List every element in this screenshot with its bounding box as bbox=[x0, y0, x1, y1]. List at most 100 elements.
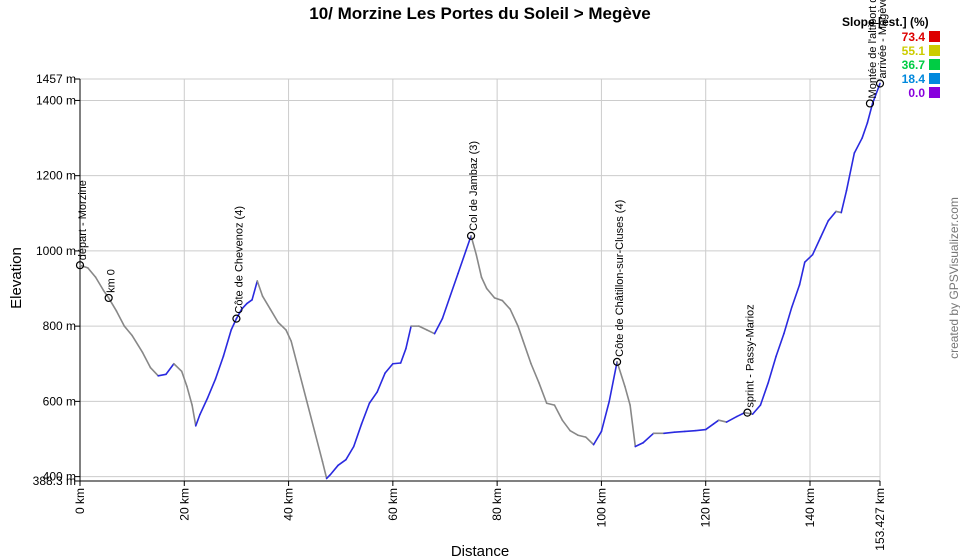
profile-segment bbox=[798, 261, 806, 286]
legend-swatch bbox=[929, 59, 940, 70]
profile-segment bbox=[783, 306, 793, 335]
profile-segment bbox=[261, 295, 272, 311]
profile-segment bbox=[811, 236, 822, 256]
waypoint-label: sprint - Passy-Marioz bbox=[744, 304, 756, 407]
profile-segment bbox=[405, 325, 412, 350]
profile-segment bbox=[94, 276, 105, 292]
profile-segment bbox=[584, 436, 595, 446]
profile-segment bbox=[165, 362, 175, 376]
profile-segment bbox=[131, 334, 144, 354]
profile-segment bbox=[141, 351, 152, 369]
profile-segment bbox=[115, 310, 126, 327]
profile-segment bbox=[329, 464, 339, 476]
profile-segment bbox=[717, 419, 728, 423]
profile-segment bbox=[298, 370, 308, 403]
profile-segment bbox=[775, 332, 785, 358]
profile-segment bbox=[337, 458, 347, 467]
waypoint-marker bbox=[865, 99, 875, 108]
profile-segment bbox=[79, 264, 89, 269]
plot-border bbox=[79, 78, 881, 482]
x-tick-label: 60 km bbox=[386, 488, 400, 521]
profile-segment bbox=[553, 404, 564, 421]
profile-segment bbox=[457, 250, 467, 275]
chart-title: 10/ Morzine Les Portes du Soleil > Megèv… bbox=[309, 4, 651, 23]
profile-segment bbox=[180, 370, 188, 388]
legend-swatch bbox=[929, 73, 940, 84]
profile-segment bbox=[790, 283, 801, 309]
profile-segment bbox=[157, 373, 167, 377]
waypoint-marker bbox=[875, 79, 885, 88]
profile-segment bbox=[230, 317, 238, 331]
profile-segment bbox=[123, 325, 133, 337]
legend-value: 18.4 bbox=[902, 72, 926, 86]
profile-segment bbox=[744, 411, 754, 415]
profile-segment bbox=[616, 361, 626, 388]
legend-value: 73.4 bbox=[902, 30, 926, 44]
profile-segment bbox=[214, 355, 225, 380]
y-tick-label: 800 m bbox=[43, 319, 76, 333]
profile-segment bbox=[149, 366, 160, 377]
profile-segment bbox=[368, 391, 379, 405]
waypoint-marker bbox=[232, 314, 241, 323]
legend-swatch bbox=[929, 31, 940, 42]
profile-segment bbox=[684, 429, 697, 433]
profile-segment bbox=[629, 404, 637, 448]
profile-segment bbox=[569, 429, 579, 437]
profile-segment bbox=[191, 404, 197, 427]
x-axis-tick-labels: 0 km 20 km 40 km 60 km 80 km 100 km 120 km 140 … bbox=[73, 488, 887, 551]
profile-segment bbox=[235, 308, 243, 320]
profile-segment bbox=[530, 362, 540, 384]
y-tick-label: 1457 m bbox=[36, 72, 76, 86]
profile-segment bbox=[222, 329, 233, 358]
y-tick-label: 600 m bbox=[43, 394, 76, 408]
profile-segment bbox=[663, 431, 676, 435]
profile-segment bbox=[256, 280, 264, 297]
profile-segment bbox=[485, 287, 496, 299]
legend-value: 36.7 bbox=[902, 58, 926, 72]
profile-segment bbox=[712, 419, 720, 425]
legend-swatch bbox=[929, 87, 940, 98]
profile-segment bbox=[285, 329, 292, 342]
waypoint-label: départ - Morzine bbox=[77, 180, 89, 260]
profile-segment bbox=[835, 210, 843, 214]
y-axis-title: Elevation bbox=[8, 247, 25, 309]
axes bbox=[75, 78, 881, 486]
x-tick-label: 100 km bbox=[594, 488, 608, 527]
profile-segment bbox=[399, 347, 407, 364]
profile-segment bbox=[290, 340, 300, 373]
profile-segment bbox=[522, 340, 532, 365]
profile-segment bbox=[725, 415, 738, 423]
profile-segment bbox=[853, 137, 863, 154]
x-tick-label: 120 km bbox=[699, 488, 713, 527]
profile-segment bbox=[694, 428, 707, 432]
profile-segment bbox=[433, 317, 444, 335]
legend-value: 0.0 bbox=[908, 86, 925, 100]
profile-segment bbox=[352, 423, 363, 448]
x-tick-label: 153.427 km bbox=[873, 488, 887, 551]
profile-segment bbox=[384, 362, 394, 374]
profile-segment bbox=[251, 280, 259, 301]
waypoint-marker bbox=[743, 408, 752, 417]
waypoint-marker bbox=[612, 357, 622, 366]
profile-segment bbox=[634, 441, 644, 448]
profile-segment bbox=[392, 362, 402, 365]
profile-segment bbox=[861, 122, 869, 139]
profile-segment bbox=[475, 253, 483, 279]
profile-segment bbox=[545, 402, 556, 406]
profile-segment bbox=[360, 402, 371, 425]
legend-title: Slope [est.] (%) bbox=[842, 15, 929, 29]
profile-segment bbox=[194, 413, 201, 427]
profile-segment bbox=[173, 362, 183, 373]
profile-segment bbox=[819, 220, 830, 239]
profile-segment bbox=[345, 445, 355, 461]
profile-segment bbox=[206, 377, 217, 399]
profile-segment bbox=[517, 325, 525, 342]
profile-segment bbox=[321, 460, 328, 480]
profile-segment bbox=[759, 381, 770, 406]
profile-segment bbox=[608, 361, 618, 403]
x-tick-label: 80 km bbox=[490, 488, 504, 521]
x-tick-label: 20 km bbox=[177, 488, 191, 521]
profile-segment bbox=[313, 430, 324, 463]
